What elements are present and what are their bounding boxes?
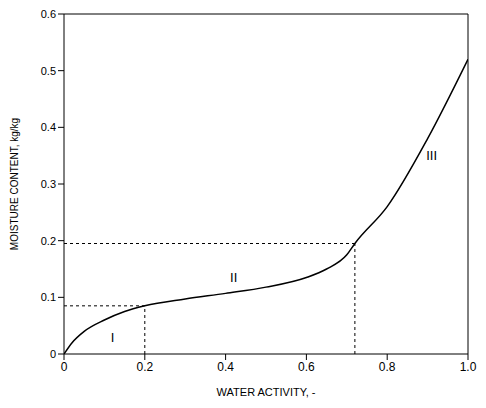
svg-text:I: I [111, 330, 115, 345]
svg-text:0.6: 0.6 [41, 8, 56, 20]
svg-text:0.5: 0.5 [41, 65, 56, 77]
svg-text:0: 0 [50, 348, 56, 360]
svg-text:0.1: 0.1 [41, 291, 56, 303]
svg-text:0.3: 0.3 [41, 178, 56, 190]
svg-text:0.8: 0.8 [379, 360, 396, 374]
svg-text:0.4: 0.4 [217, 360, 234, 374]
svg-text:0.2: 0.2 [136, 360, 153, 374]
svg-text:II: II [230, 270, 237, 285]
svg-text:MOISTURE CONTENT, kg/kg: MOISTURE CONTENT, kg/kg [9, 118, 20, 250]
svg-text:1.0: 1.0 [460, 360, 477, 374]
svg-text:0.6: 0.6 [298, 360, 315, 374]
svg-text:0: 0 [61, 360, 68, 374]
svg-text:WATER ACTIVITY, -: WATER ACTIVITY, - [217, 386, 316, 398]
svg-text:0.4: 0.4 [41, 121, 56, 133]
svg-text:0.2: 0.2 [41, 235, 56, 247]
svg-text:III: III [426, 148, 437, 163]
